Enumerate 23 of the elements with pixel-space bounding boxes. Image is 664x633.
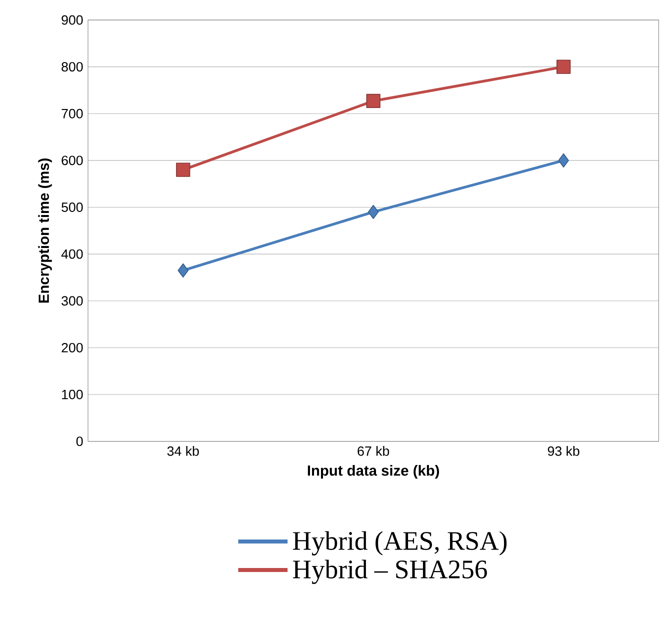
x-tick-label: 67 kb xyxy=(358,446,390,456)
y-tick-label: 500 xyxy=(62,202,83,212)
point xyxy=(558,153,569,168)
x-tick-label: 34 kb xyxy=(167,446,199,456)
y-tick-label: 900 xyxy=(62,15,83,25)
y-tick-label: 600 xyxy=(62,156,83,166)
y-tick-label: 200 xyxy=(62,342,83,352)
point xyxy=(366,94,380,108)
y-tick-label: 700 xyxy=(62,108,83,118)
point xyxy=(178,263,189,278)
legend-label: Hybrid (AES, RSA) xyxy=(292,531,507,556)
y-tick-label: 300 xyxy=(62,296,83,306)
point xyxy=(556,60,571,74)
x-tick-label: 93 kb xyxy=(548,446,580,456)
x-axis-title: Input data size (kb) xyxy=(308,464,440,479)
y-tick-label: 0 xyxy=(76,436,83,446)
legend-label: Hybrid – SHA256 xyxy=(292,560,487,584)
y-tick-label: 800 xyxy=(62,62,83,72)
point xyxy=(368,204,379,220)
y-tick-label: 400 xyxy=(61,249,83,259)
y-tick-label: 100 xyxy=(62,390,83,400)
point xyxy=(176,162,190,177)
y-axis-title: Encryption time (ms) xyxy=(38,158,52,303)
